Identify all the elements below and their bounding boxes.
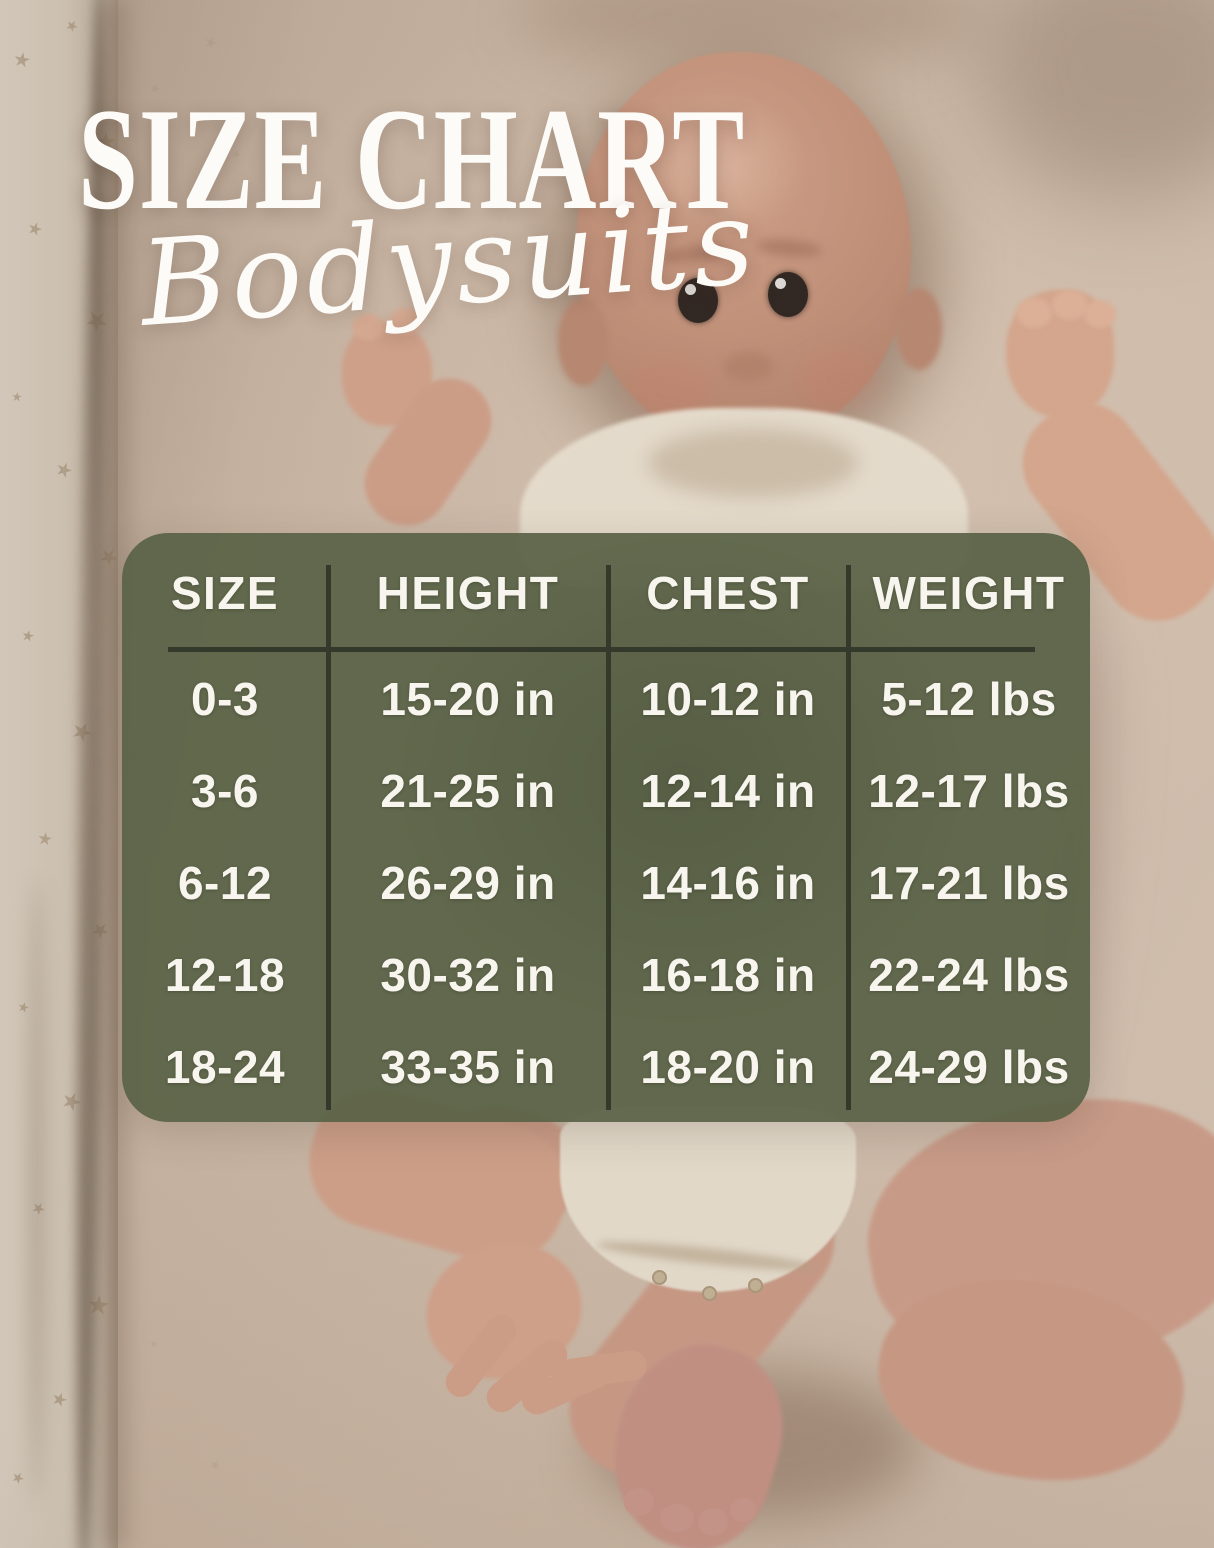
eye-glint: [775, 278, 786, 289]
column-header-size: SIZE: [170, 567, 280, 619]
baby-head-highlight: [622, 88, 812, 238]
column-divider: [606, 565, 611, 1110]
column-header-height: HEIGHT: [376, 567, 560, 619]
bodysuit-snap: [748, 1278, 763, 1293]
table-cell: 18-24: [164, 1041, 286, 1093]
baby-finger: [390, 308, 422, 334]
baby-finger: [1084, 300, 1116, 328]
table-cell: 12-17 lbs: [868, 765, 1070, 817]
baby-cheek: [800, 350, 884, 412]
page-title: SIZE CHART: [78, 78, 746, 240]
header-divider: [168, 647, 1035, 652]
bodysuit-collar: [648, 428, 858, 498]
baby-toe: [660, 1504, 694, 1532]
table-cell: 0-3: [191, 673, 259, 725]
table-cell: 10-12 in: [640, 673, 816, 725]
table-cell: 18-20 in: [640, 1041, 816, 1093]
baby-toe: [730, 1498, 756, 1522]
baby-ear: [558, 298, 608, 386]
table-cell: 26-29 in: [380, 857, 556, 909]
column-header-weight: WEIGHT: [872, 567, 1066, 619]
table-cell: 12-18: [164, 949, 286, 1001]
table-cell: 12-14 in: [640, 765, 816, 817]
table-cell: 14-16 in: [640, 857, 816, 909]
table-cell: 15-20 in: [380, 673, 556, 725]
title-block: SIZE CHART Bodysuits: [0, 0, 1214, 440]
table-cell: 17-21 lbs: [868, 857, 1070, 909]
table-cell: 24-29 lbs: [868, 1041, 1070, 1093]
blanket-crease: [30, 880, 44, 1500]
baby-toe: [624, 1488, 654, 1516]
table-cell: 5-12 lbs: [881, 673, 1057, 725]
column-divider: [846, 565, 851, 1110]
baby-ear: [896, 288, 942, 370]
column-header-chest: CHEST: [646, 567, 810, 619]
baby-finger: [352, 314, 384, 340]
table-cell: 16-18 in: [640, 949, 816, 1001]
baby-eye: [768, 272, 808, 317]
column-divider: [326, 565, 331, 1110]
baby-finger: [1016, 298, 1052, 328]
baby-eye: [678, 278, 718, 323]
table-cell: 22-24 lbs: [868, 949, 1070, 1001]
bodysuit-snap: [652, 1270, 667, 1285]
bodysuit-snap: [702, 1286, 717, 1301]
table-cell: 3-6: [191, 765, 259, 817]
baby-toe: [698, 1508, 728, 1536]
baby-finger: [1052, 290, 1088, 320]
baby-nose: [724, 352, 774, 382]
table-cell: 21-25 in: [380, 765, 556, 817]
table-cell: 30-32 in: [380, 949, 556, 1001]
size-table-panel: SIZE HEIGHT CHEST WEIGHT 0-3 15-20 in 10…: [122, 533, 1090, 1122]
eye-glint: [685, 284, 696, 295]
table-cell: 33-35 in: [380, 1041, 556, 1093]
size-table: SIZE HEIGHT CHEST WEIGHT 0-3 15-20 in 10…: [122, 533, 1090, 1122]
table-cell: 6-12: [177, 857, 273, 909]
